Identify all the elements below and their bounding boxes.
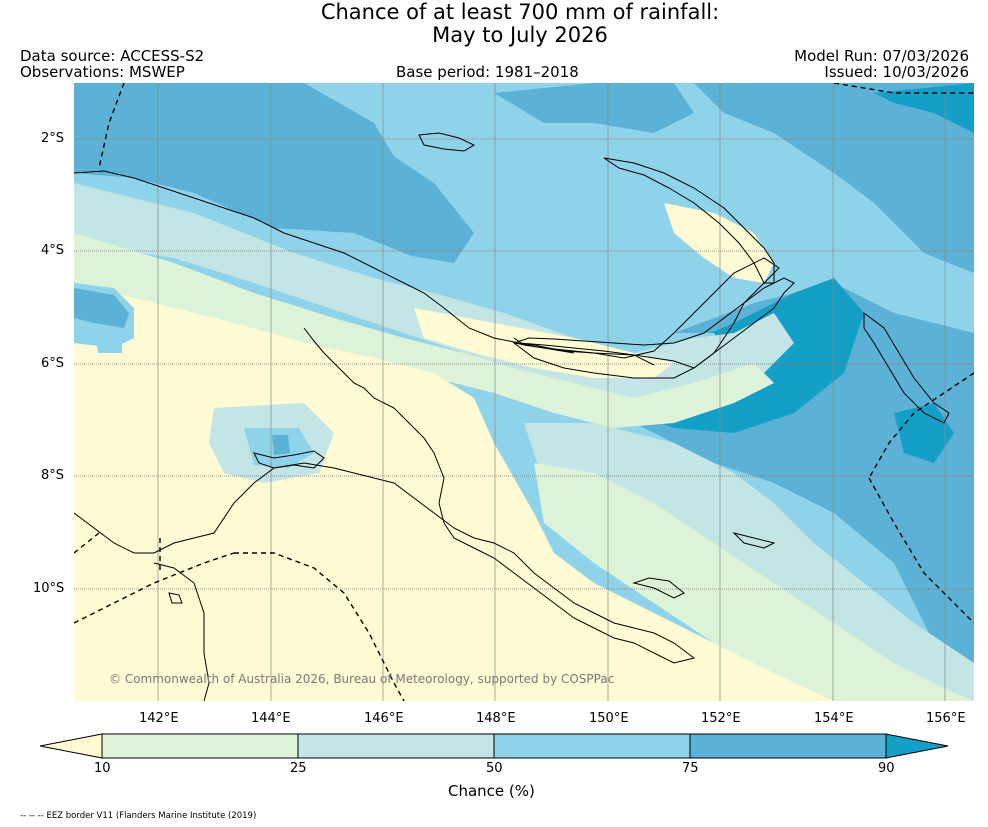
lon-tick-148e: 148°E <box>476 711 516 726</box>
chance-10-25-south <box>534 463 974 701</box>
observations: Observations: MSWEP <box>20 63 185 81</box>
chance-90-plus-east-small <box>894 403 954 463</box>
colorbar-tick-10: 10 <box>94 761 111 776</box>
papuan-peninsula-north <box>512 257 780 379</box>
torres-islands <box>168 592 183 604</box>
lat-tick-2s: 2°S <box>41 131 65 146</box>
colorbar-title: Chance (%) <box>448 782 535 800</box>
new-guinea-south-coast <box>74 327 696 664</box>
lon-tick-144e: 144°E <box>251 711 291 726</box>
chance-75-90-west <box>74 288 129 328</box>
chance-below-10-land <box>74 283 834 701</box>
colorbar-segment-below-10 <box>40 733 103 759</box>
new-guinea-north-coast <box>74 170 655 366</box>
colorbar-tick-50: 50 <box>486 761 503 776</box>
base-period: Base period: 1981–2018 <box>396 63 579 81</box>
milne-bay-islands <box>632 577 685 599</box>
lon-tick-156e: 156°E <box>926 711 966 726</box>
lon-tick-152e: 152°E <box>701 711 741 726</box>
colorbar-segment-10-25 <box>101 733 299 759</box>
colorbar-svg <box>40 733 949 759</box>
coastlines <box>74 132 950 701</box>
map-title-line2: May to July 2026 <box>432 23 608 47</box>
chance-25-50-south <box>524 423 974 701</box>
lon-tick-150e: 150°E <box>589 711 629 726</box>
colorbar-tick-90: 90 <box>878 761 895 776</box>
colorbar-segment-50-75 <box>493 733 691 759</box>
chance-below-10-ridge <box>664 203 774 283</box>
colorbar-segment-above-90 <box>885 733 949 759</box>
lat-tick-8s: 8°S <box>41 468 65 483</box>
fly-delta <box>253 450 325 469</box>
lon-tick-146e: 146°E <box>364 711 404 726</box>
copyright-text: © Commonwealth of Australia 2026, Bureau… <box>109 672 614 686</box>
bougainville <box>863 312 950 424</box>
colorbar-segment-25-50 <box>297 733 495 759</box>
cape-york <box>153 562 210 701</box>
lat-tick-10s: 10°S <box>33 581 65 596</box>
issued-date: Issued: 10/03/2026 <box>824 63 969 81</box>
manus-island <box>418 132 476 152</box>
chance-75-90-north-strip <box>494 83 694 133</box>
chance-10-25-band <box>74 233 774 428</box>
colorbar <box>40 732 950 760</box>
meridians <box>157 83 946 701</box>
chance-75-90-northeast <box>694 83 974 273</box>
louisiade <box>732 532 776 549</box>
lon-tick-154e: 154°E <box>814 711 854 726</box>
chance-50-75-west-small <box>96 338 122 353</box>
model-run: Model Run: 07/03/2026 <box>794 47 969 65</box>
new-britain <box>513 277 795 369</box>
eez-footnote: -- -- -- EEZ border V11 (Flanders Marine… <box>20 811 257 821</box>
chance-75-90-north-central <box>184 143 474 263</box>
lon-tick-142e: 142°E <box>139 711 179 726</box>
colorbar-tick-25: 25 <box>290 761 307 776</box>
map-svg: © Commonwealth of Australia 2026, Bureau… <box>74 83 974 701</box>
eez-border <box>74 83 974 701</box>
chance-90-plus-northeast <box>874 83 974 133</box>
chance-75-90-fly <box>272 435 290 455</box>
lat-tick-4s: 4°S <box>41 243 65 258</box>
lat-tick-6s: 6°S <box>41 356 65 371</box>
map-title-line1: Chance of at least 700 mm of rainfall: <box>320 0 720 24</box>
gridlines <box>74 138 974 590</box>
data-source: Data source: ACCESS-S2 <box>20 47 205 65</box>
new-ireland <box>603 157 775 284</box>
chance-below-10-north-coast <box>414 308 674 378</box>
colorbar-tick-75: 75 <box>682 761 699 776</box>
colorbar-segment-75-90 <box>689 733 887 759</box>
rainfall-chance-map: © Commonwealth of Australia 2026, Bureau… <box>74 83 974 701</box>
